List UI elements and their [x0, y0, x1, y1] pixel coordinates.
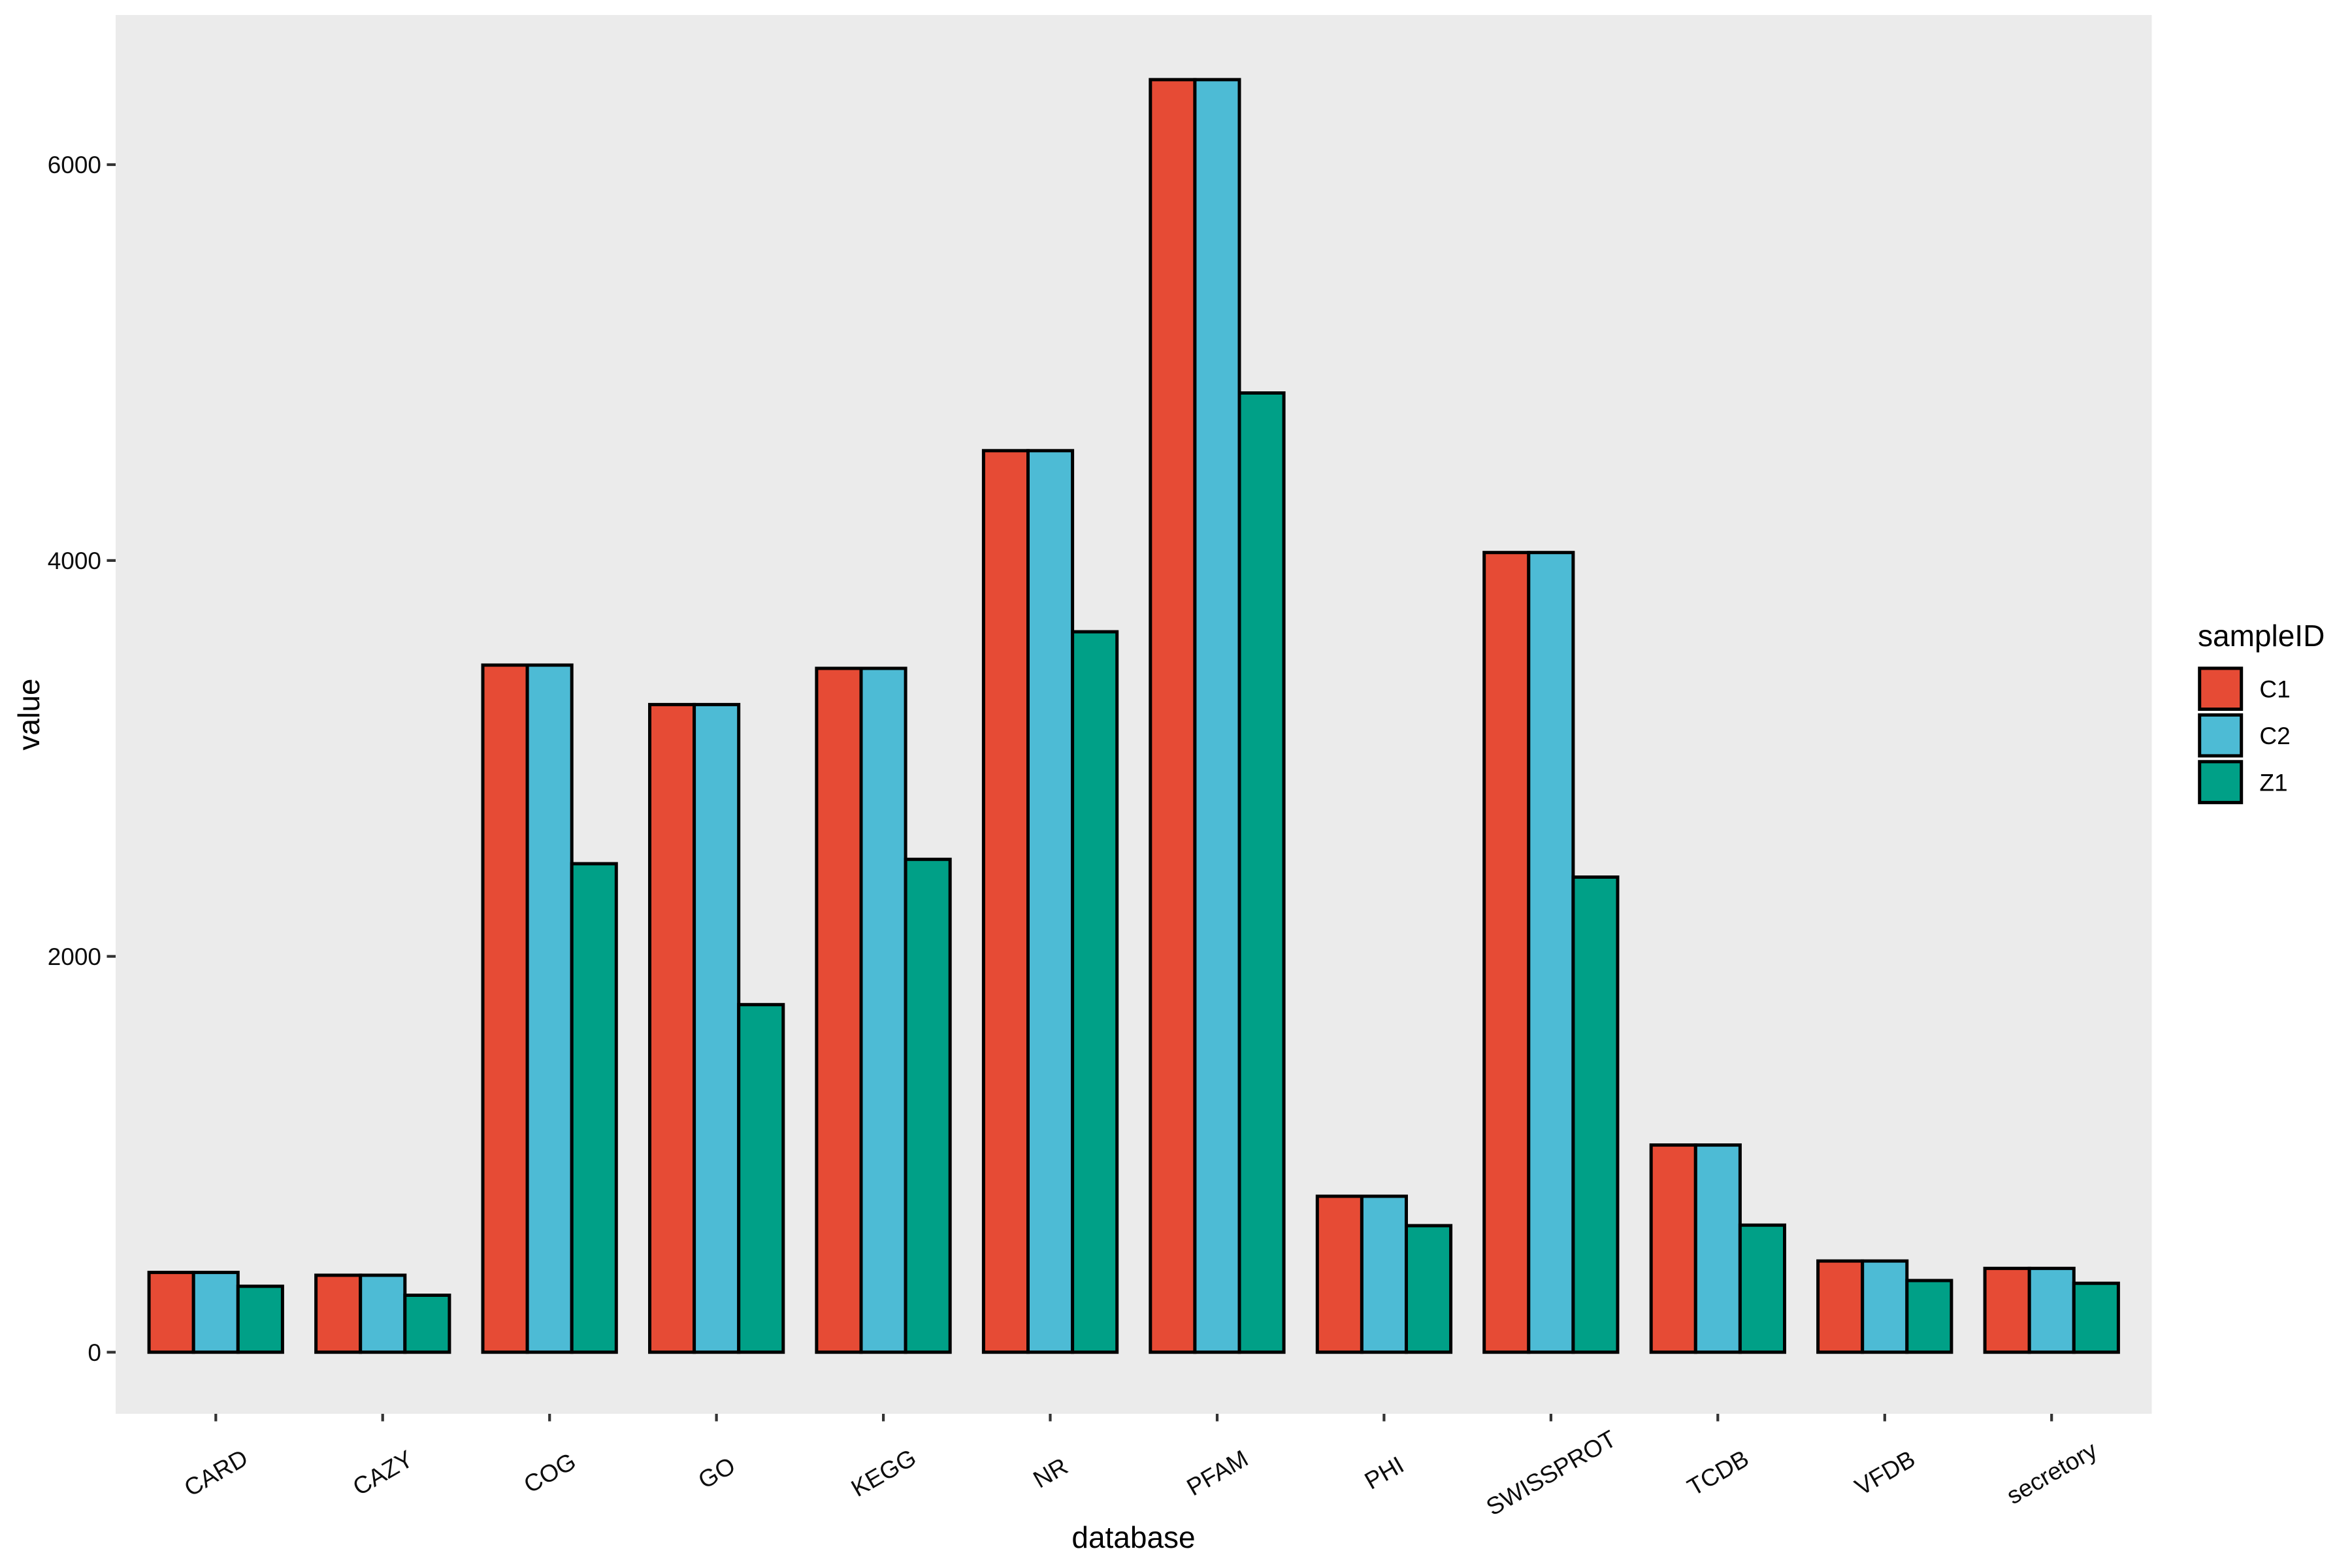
svg-text:value: value	[12, 679, 46, 751]
svg-text:KEGG: KEGG	[847, 1444, 921, 1502]
svg-text:GO: GO	[694, 1452, 740, 1494]
svg-text:sampleID: sampleID	[2198, 619, 2325, 653]
svg-text:6000: 6000	[48, 152, 101, 178]
svg-text:TCDB: TCDB	[1683, 1445, 1754, 1501]
svg-text:C2: C2	[2259, 723, 2290, 749]
svg-text:CAZY: CAZY	[348, 1445, 417, 1501]
svg-text:0: 0	[88, 1339, 101, 1366]
svg-text:secretory: secretory	[2002, 1436, 2102, 1509]
svg-text:C1: C1	[2259, 676, 2290, 702]
svg-text:4000: 4000	[48, 547, 101, 574]
svg-text:2000: 2000	[48, 943, 101, 970]
svg-text:Z1: Z1	[2259, 769, 2287, 796]
svg-text:COG: COG	[519, 1448, 580, 1499]
svg-text:PHI: PHI	[1360, 1451, 1409, 1494]
svg-text:database: database	[1071, 1520, 1195, 1554]
svg-text:PFAM: PFAM	[1182, 1445, 1252, 1501]
svg-text:CARD: CARD	[180, 1445, 252, 1502]
svg-text:SWISSPROT: SWISSPROT	[1482, 1425, 1621, 1521]
svg-text:VFDB: VFDB	[1850, 1445, 1919, 1501]
svg-text:NR: NR	[1028, 1452, 1072, 1493]
